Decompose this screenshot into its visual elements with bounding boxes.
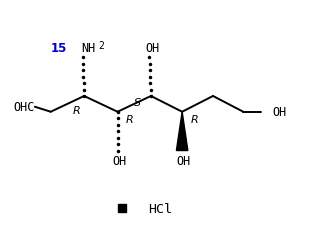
Text: R: R [126, 115, 134, 125]
Text: 2: 2 [99, 41, 105, 50]
Text: OH: OH [272, 106, 286, 119]
Text: OH: OH [145, 42, 160, 54]
Text: 15: 15 [50, 42, 67, 54]
Text: R: R [190, 115, 198, 125]
Text: OHC: OHC [13, 101, 34, 114]
Text: NH: NH [81, 42, 95, 54]
Text: S: S [134, 98, 141, 108]
Text: HCl: HCl [148, 202, 172, 215]
Text: R: R [72, 105, 80, 115]
Polygon shape [177, 112, 188, 151]
Text: OH: OH [177, 154, 191, 167]
Text: OH: OH [112, 154, 126, 167]
